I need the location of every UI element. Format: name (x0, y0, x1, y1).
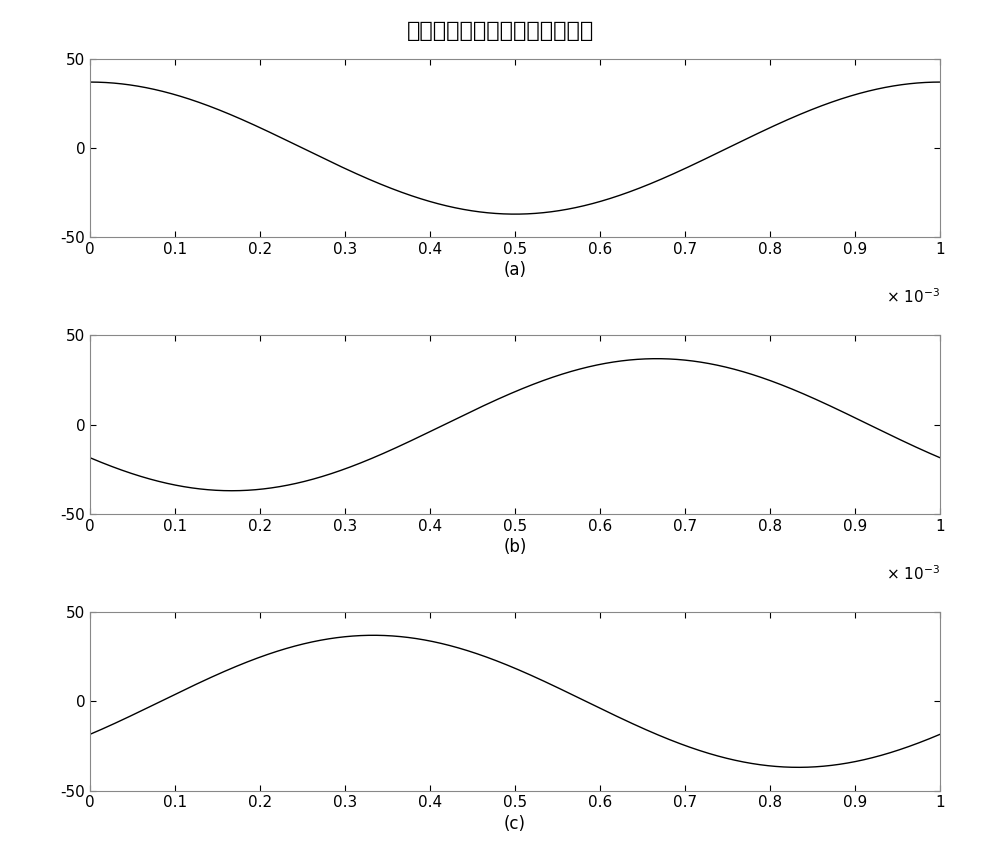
X-axis label: (b): (b) (503, 538, 527, 556)
X-axis label: (a): (a) (504, 262, 526, 279)
X-axis label: (c): (c) (504, 815, 526, 833)
Text: $\times\ 10^{-3}$: $\times\ 10^{-3}$ (886, 288, 940, 306)
Text: 波形发生器产生的基带信号波形: 波形发生器产生的基带信号波形 (406, 21, 594, 41)
Text: $\times\ 10^{-3}$: $\times\ 10^{-3}$ (886, 564, 940, 583)
